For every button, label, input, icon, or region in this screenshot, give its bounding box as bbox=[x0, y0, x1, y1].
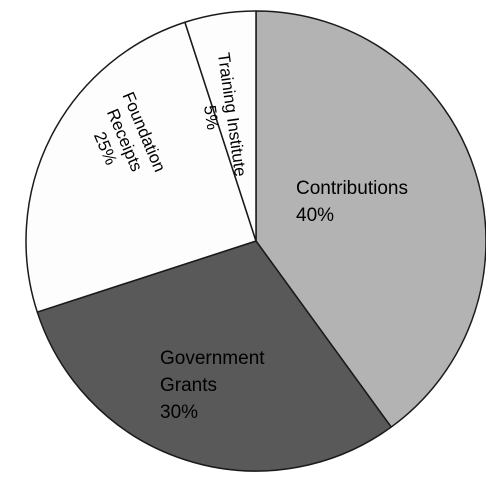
slice-label-line: Grants bbox=[160, 375, 217, 396]
pie-slice-training-institute bbox=[184, 10, 257, 242]
pie-slice-contributions bbox=[255, 10, 486, 428]
slice-label-line: 40% bbox=[296, 205, 334, 226]
pie-slice-government-grants bbox=[36, 240, 392, 472]
pie-slices bbox=[25, 10, 486, 472]
slice-label-line: Government bbox=[160, 348, 265, 369]
slice-label-contributions: Contributions 40% bbox=[296, 178, 408, 226]
pie-labels: Contributions 40%Government Grants 30%Found… bbox=[90, 51, 408, 423]
slice-label-line: 5% bbox=[200, 104, 222, 131]
slice-label-government-grants: Government Grants 30% bbox=[160, 348, 265, 423]
slice-label-line: Contributions bbox=[296, 178, 408, 199]
slice-label-line: 30% bbox=[160, 402, 198, 423]
pie-slice-foundation-receipts bbox=[25, 21, 257, 313]
